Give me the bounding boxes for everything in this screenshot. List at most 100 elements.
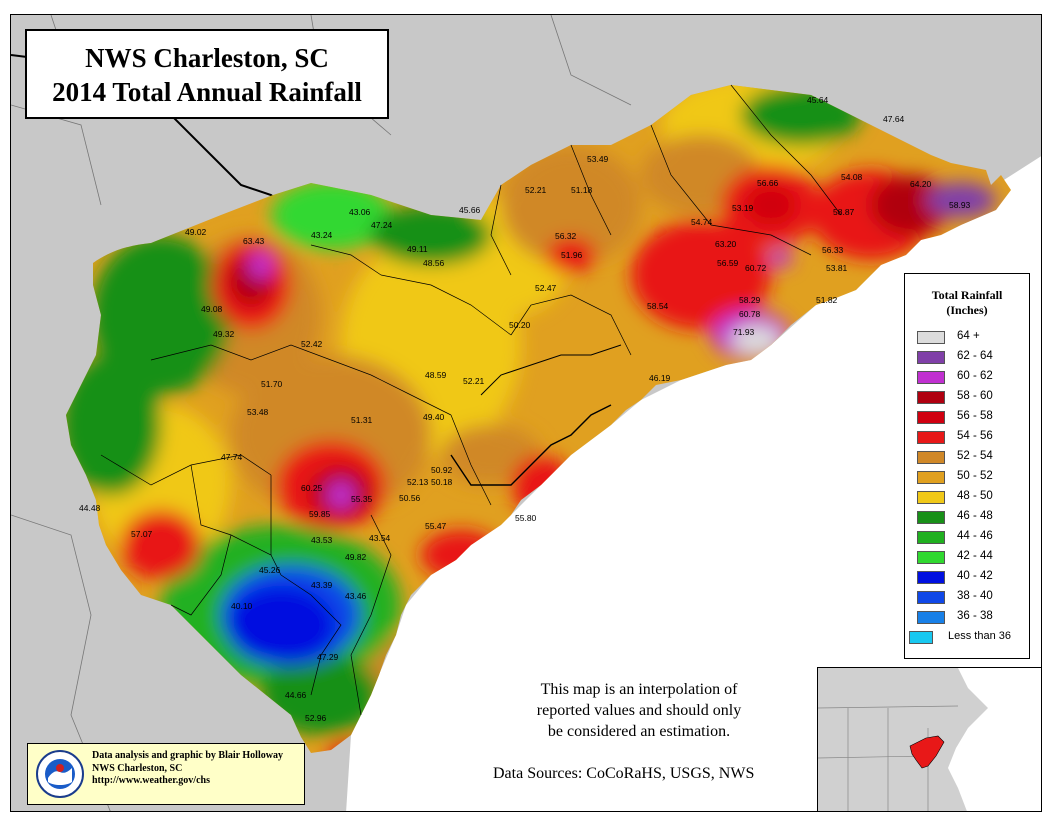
rainfall-map: 45.64 47.64 53.49 56.66 54.08 64.20 58.93 52.21… [11,15,1041,811]
station-value-label: 44.66 [285,690,307,700]
station-value-label: 45.66 [459,205,481,215]
legend-swatch [917,491,945,504]
station-value-label: 71.93 [733,327,755,337]
legend-label: 60 - 62 [957,370,993,382]
station-value-label: 49.08 [201,304,223,314]
legend-item: 62 - 64 [905,348,1029,368]
station-value-label: 59.85 [309,509,331,519]
legend-item: 60 - 62 [905,368,1029,388]
station-value-label: 43.54 [369,533,391,543]
legend-label: 46 - 48 [957,510,993,522]
legend-swatch [917,431,945,444]
station-value-label: 53.19 [732,203,754,213]
legend-swatch [917,351,945,364]
station-value-label: 52.47 [535,283,557,293]
station-value-label: 40.10 [231,601,253,611]
legend-item: 42 - 44 [905,548,1029,568]
legend-label: 52 - 54 [957,450,993,462]
station-value-label: 60.72 [745,263,767,273]
legend-label: 62 - 64 [957,350,993,362]
legend-item: 46 - 48 [905,508,1029,528]
station-value-label: 52.21 [525,185,547,195]
river [480,344,622,396]
legend-title-line1: Total Rainfall [931,288,1003,302]
station-value-label: 50.18 [431,477,453,487]
station-value-label: 52.13 [407,477,429,487]
station-value-label: 58.87 [833,207,855,217]
station-value-label: 64.20 [910,179,932,189]
legend-items: 64 + 62 - 64 60 - 62 58 - 60 56 - 58 54 - 56 5… [905,328,1029,648]
station-value-label: 58.93 [949,200,971,210]
legend-swatch [917,591,945,604]
station-value-label: 48.59 [425,370,447,380]
station-value-label: 58.54 [647,301,669,311]
legend-swatch [917,451,945,464]
legend-swatch [917,531,945,544]
legend-label: 36 - 38 [957,610,993,622]
station-value-label: 50.92 [431,465,453,475]
station-value-label: 50.20 [509,320,531,330]
station-value-label: 43.46 [345,591,367,601]
station-value-label: 52.96 [305,713,327,723]
inset-locator-map [817,667,1041,811]
station-value-label: 54.08 [841,172,863,182]
station-value-label: 45.26 [259,565,281,575]
legend-label: 38 - 40 [957,590,993,602]
station-value-label: 51.70 [261,379,283,389]
river [450,404,612,486]
legend-item: 52 - 54 [905,448,1029,468]
station-value-label: 49.11 [407,244,428,254]
station-value-label: 63.43 [243,236,265,246]
legend-swatch [917,391,945,404]
note-line3: be considered an estimation. [547,723,731,740]
station-value-label: 49.02 [185,227,207,237]
station-value-label: 54.74 [691,217,713,227]
legend-item: 56 - 58 [905,408,1029,428]
legend-item: 48 - 50 [905,488,1029,508]
station-value-label: 43.39 [311,580,333,590]
legend-item: 58 - 60 [905,388,1029,408]
station-value-label: 51.82 [816,295,838,305]
legend-label: 48 - 50 [957,490,993,502]
legend-label: 42 - 44 [957,550,993,562]
station-value-label: 60.25 [301,483,323,493]
station-value-label: 60.78 [739,309,761,319]
station-value-label: 47.24 [371,220,393,230]
inset-ocean [948,668,1041,811]
station-value-label: 53.49 [587,154,609,164]
station-value-label: 50.56 [399,493,421,503]
legend-swatch [917,471,945,484]
credit-line1: Data analysis and graphic by Blair Hollo… [92,750,283,761]
legend-swatch [917,331,945,344]
legend-label: 40 - 42 [957,570,993,582]
station-value-label: 55.35 [351,494,373,504]
legend-swatch [909,631,933,644]
inset-map-svg [818,668,1041,811]
station-value-label: 56.66 [757,178,779,188]
station-value-label: 49.40 [423,412,445,422]
station-value-label: 52.21 [463,376,485,386]
legend-item: 64 + [905,328,1029,348]
legend-label: 50 - 52 [957,470,993,482]
legend-item: 40 - 42 [905,568,1029,588]
station-value-label: 58.29 [739,295,761,305]
legend-label: 58 - 60 [957,390,993,402]
station-value-label: 45.64 [807,95,829,105]
title-box: NWS Charleston, SC 2014 Total Annual Rai… [25,29,389,119]
legend-swatch [917,611,945,624]
station-value-label: 49.32 [213,329,235,339]
legend-swatch [917,371,945,384]
legend-label: Less than 36 [948,630,1011,642]
station-value-label: 56.59 [717,258,739,268]
legend-item: 38 - 40 [905,588,1029,608]
legend-swatch [917,511,945,524]
credit-box: Data analysis and graphic by Blair Hollo… [27,743,305,805]
station-value-label: 55.80 [515,513,537,523]
legend-label: 64 + [957,330,980,342]
legend-label: 54 - 56 [957,430,993,442]
station-value-label: 43.24 [311,230,333,240]
ocean [346,156,1041,811]
station-value-label: 44.48 [79,503,101,513]
data-sources: Data Sources: CoCoRaHS, USGS, NWS [493,765,755,782]
station-value-label: 47.29 [317,652,339,662]
